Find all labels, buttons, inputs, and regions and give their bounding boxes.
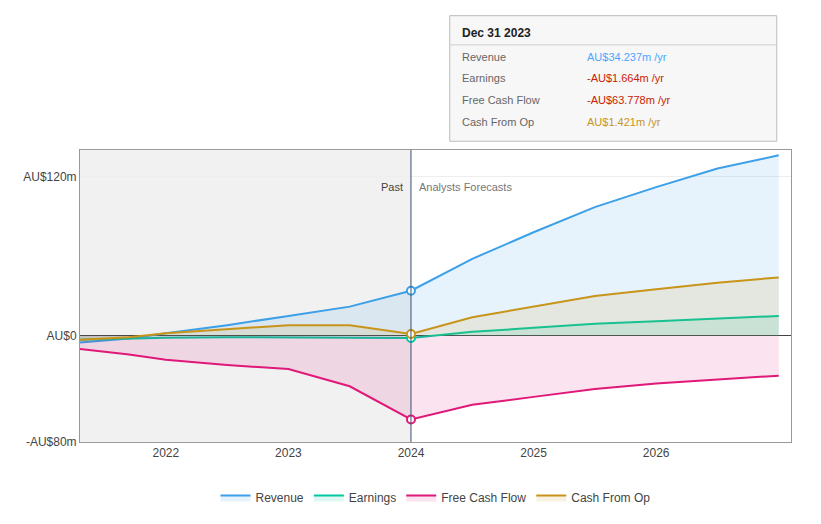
svg-text:Free Cash Flow: Free Cash Flow	[441, 491, 526, 505]
svg-text:2024: 2024	[398, 446, 425, 460]
svg-text:2023: 2023	[275, 446, 302, 460]
svg-text:Earnings: Earnings	[349, 491, 396, 505]
svg-text:2026: 2026	[643, 446, 670, 460]
svg-text:Cash From Op: Cash From Op	[571, 491, 650, 505]
svg-text:AU$0: AU$0	[47, 329, 77, 343]
svg-text:AU$34.237m /yr: AU$34.237m /yr	[587, 51, 667, 63]
svg-text:Cash From Op: Cash From Op	[462, 116, 534, 128]
svg-text:-AU$63.778m /yr: -AU$63.778m /yr	[587, 94, 670, 106]
svg-text:2025: 2025	[520, 446, 547, 460]
svg-text:-AU$80m: -AU$80m	[26, 435, 77, 449]
svg-text:-AU$1.664m /yr: -AU$1.664m /yr	[587, 72, 664, 84]
svg-text:Past: Past	[381, 181, 403, 193]
svg-text:Revenue: Revenue	[256, 491, 304, 505]
svg-text:Analysts Forecasts: Analysts Forecasts	[419, 181, 512, 193]
svg-text:Earnings: Earnings	[462, 72, 506, 84]
svg-text:AU$1.421m /yr: AU$1.421m /yr	[587, 116, 661, 128]
svg-text:Dec 31 2023: Dec 31 2023	[462, 26, 531, 40]
svg-text:AU$120m: AU$120m	[23, 170, 76, 184]
svg-text:Revenue: Revenue	[462, 51, 506, 63]
svg-text:2022: 2022	[152, 446, 179, 460]
svg-text:Free Cash Flow: Free Cash Flow	[462, 94, 540, 106]
